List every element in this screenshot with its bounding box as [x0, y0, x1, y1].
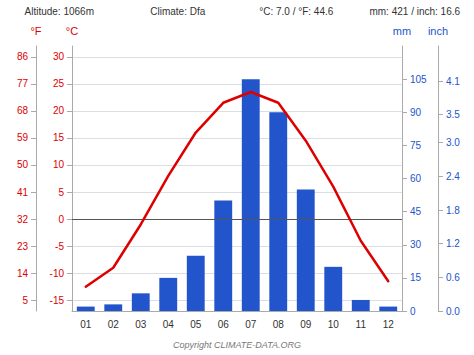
svg-text:06: 06	[218, 319, 230, 330]
svg-text:77: 77	[17, 78, 29, 89]
svg-text:86: 86	[17, 51, 29, 62]
svg-text:07: 07	[245, 319, 257, 330]
svg-text:-15: -15	[50, 295, 65, 306]
svg-text:60: 60	[410, 173, 422, 184]
svg-text:15: 15	[410, 272, 422, 283]
svg-text:30: 30	[53, 51, 65, 62]
svg-text:68: 68	[17, 105, 29, 116]
svg-text:05: 05	[190, 319, 202, 330]
svg-text:3.5: 3.5	[446, 109, 460, 120]
svg-text:12: 12	[383, 319, 395, 330]
svg-text:°C: 7.0 / °F: 44.6: °C: 7.0 / °F: 44.6	[259, 6, 334, 17]
svg-text:1.8: 1.8	[446, 205, 460, 216]
svg-text:08: 08	[273, 319, 285, 330]
svg-text:0.6: 0.6	[446, 272, 460, 283]
svg-text:5: 5	[58, 187, 64, 198]
svg-text:10: 10	[328, 319, 340, 330]
svg-text:°C: °C	[66, 25, 78, 37]
svg-text:32: 32	[17, 214, 29, 225]
svg-text:°F: °F	[30, 25, 41, 37]
svg-text:25: 25	[53, 78, 65, 89]
svg-text:03: 03	[135, 319, 147, 330]
svg-text:75: 75	[410, 140, 422, 151]
svg-text:2.4: 2.4	[446, 171, 460, 182]
svg-text:14: 14	[17, 268, 29, 279]
svg-text:Copyright CLIMATE-DATA.ORG: Copyright CLIMATE-DATA.ORG	[173, 340, 301, 350]
svg-text:50: 50	[17, 159, 29, 170]
svg-text:0: 0	[410, 306, 416, 317]
svg-text:10: 10	[53, 159, 65, 170]
svg-text:30: 30	[410, 239, 422, 250]
svg-text:90: 90	[410, 107, 422, 118]
svg-text:-10: -10	[50, 268, 65, 279]
svg-text:mm: 421 / inch: 16.6: mm: 421 / inch: 16.6	[369, 6, 460, 17]
svg-text:11: 11	[356, 319, 367, 330]
svg-text:Climate: Dfa: Climate: Dfa	[150, 6, 205, 17]
svg-text:0: 0	[58, 214, 64, 225]
svg-text:45: 45	[410, 206, 422, 217]
svg-text:01: 01	[80, 319, 92, 330]
svg-text:41: 41	[17, 187, 29, 198]
svg-text:0.0: 0.0	[446, 306, 460, 317]
svg-text:Altitude: 1066m: Altitude: 1066m	[25, 6, 95, 17]
svg-text:mm: mm	[393, 25, 411, 37]
svg-text:20: 20	[53, 105, 65, 116]
svg-text:3.0: 3.0	[446, 137, 460, 148]
svg-text:-5: -5	[55, 241, 64, 252]
svg-text:04: 04	[163, 319, 175, 330]
svg-text:09: 09	[300, 319, 312, 330]
svg-text:02: 02	[108, 319, 120, 330]
svg-text:5: 5	[22, 295, 28, 306]
svg-text:105: 105	[410, 74, 427, 85]
svg-text:1.2: 1.2	[446, 238, 460, 249]
svg-text:15: 15	[53, 132, 65, 143]
svg-text:23: 23	[17, 241, 29, 252]
svg-text:inch: inch	[428, 25, 448, 37]
svg-text:4.1: 4.1	[446, 76, 460, 87]
svg-text:59: 59	[17, 132, 29, 143]
